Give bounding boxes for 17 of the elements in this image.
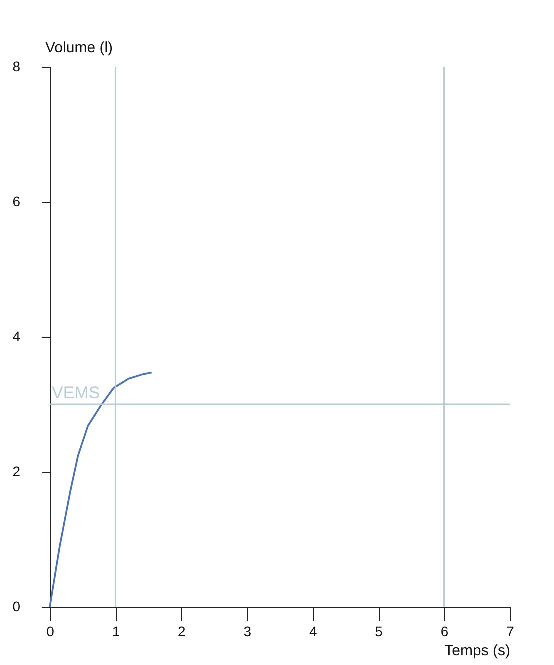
x-axis-title: Temps (s): [444, 642, 510, 660]
x-tick-label: 7: [506, 624, 515, 640]
x-tick-label: 5: [375, 624, 384, 640]
x-tick-label: 2: [178, 624, 186, 640]
x-tick-label: 0: [46, 624, 55, 640]
x-tick-label: 6: [440, 624, 449, 640]
line-series: [49, 372, 153, 608]
y-tick-label: 8: [12, 58, 21, 74]
y-tick-label: 4: [12, 328, 21, 344]
y-axis-title: Volume (l): [46, 40, 114, 56]
y-tick-label: 2: [12, 464, 21, 480]
y-tick-label: 6: [12, 194, 21, 210]
y-tick-label: 0: [12, 598, 21, 614]
x-tick-label: 4: [309, 624, 318, 640]
x-tick-label: 1: [112, 624, 120, 640]
x-tick-label: 3: [244, 624, 252, 640]
ref-line-label: VEMS: [52, 384, 100, 402]
